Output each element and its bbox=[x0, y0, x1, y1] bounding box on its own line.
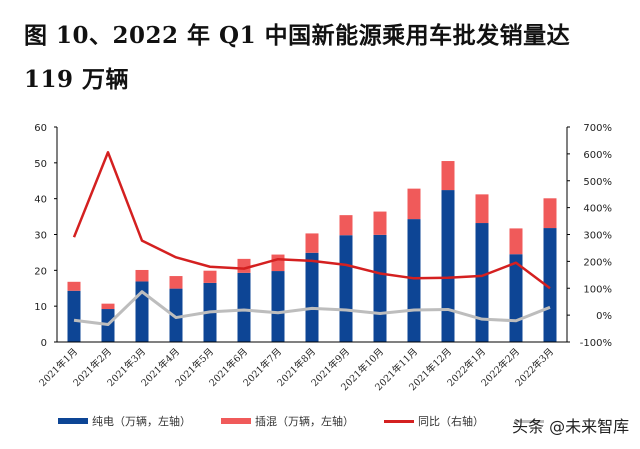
legend-label-bev: 纯电（万辆，左轴） bbox=[92, 415, 191, 428]
legend-swatch-bev bbox=[58, 418, 88, 424]
bar-phev bbox=[339, 215, 353, 236]
left-tick-label: 30 bbox=[34, 231, 47, 242]
legend-yoy: 同比（右轴） bbox=[384, 413, 484, 429]
bar-bev bbox=[237, 272, 251, 342]
legend-label-yoy: 同比（右轴） bbox=[418, 415, 484, 428]
bar-phev bbox=[373, 211, 387, 235]
bar-bev bbox=[271, 271, 285, 342]
bar-phev bbox=[305, 233, 319, 253]
left-tick-label: 10 bbox=[34, 302, 47, 313]
bar-phev bbox=[237, 258, 251, 273]
bar-bev bbox=[475, 223, 489, 342]
legend-swatch-gray bbox=[514, 419, 544, 423]
left-tick-label: 60 bbox=[34, 123, 47, 134]
bar-bev bbox=[305, 252, 319, 342]
left-tick-label: 0 bbox=[41, 338, 47, 349]
bar-phev bbox=[475, 194, 489, 224]
bar-phev bbox=[407, 188, 421, 220]
bar-phev bbox=[203, 270, 217, 283]
legend-label-phev: 插混（万辆，左轴） bbox=[255, 415, 354, 428]
left-tick-label: 40 bbox=[34, 195, 47, 206]
legend-swatch-phev bbox=[221, 418, 251, 424]
bar-bev bbox=[339, 235, 353, 342]
bar-bev bbox=[169, 288, 183, 342]
bar-bev bbox=[543, 228, 557, 342]
legend-gray bbox=[514, 419, 544, 423]
gray-line bbox=[73, 290, 551, 327]
right-tick-label: 700% bbox=[583, 123, 612, 134]
legend-phev: 插混（万辆，左轴） bbox=[221, 413, 354, 429]
yoy-line bbox=[72, 151, 551, 290]
chart-title: 图 10、2022 年 Q1 中国新能源乘用车批发销量达 119 万辆 bbox=[24, 22, 571, 93]
bar-phev bbox=[441, 161, 455, 191]
bar-bev bbox=[67, 290, 81, 342]
left-tick-label: 20 bbox=[34, 266, 47, 277]
bar-phev bbox=[67, 281, 81, 291]
bar-bev bbox=[441, 190, 455, 342]
legend-swatch-yoy bbox=[384, 419, 414, 423]
right-tick-label: 600% bbox=[583, 150, 612, 161]
right-tick-label: 300% bbox=[583, 231, 612, 242]
legend: 纯电（万辆，左轴） 插混（万辆，左轴） 同比（右轴） bbox=[58, 413, 544, 429]
right-tick-label: 100% bbox=[583, 284, 612, 295]
bar-bev bbox=[407, 219, 421, 342]
right-tick-label: 0% bbox=[596, 311, 612, 322]
right-tick-label: 200% bbox=[583, 257, 612, 268]
bar-phev bbox=[135, 269, 149, 282]
left-tick-label: 50 bbox=[34, 159, 47, 170]
bar-phev bbox=[101, 303, 115, 310]
legend-bev: 纯电（万辆，左轴） bbox=[58, 413, 191, 429]
watermark: 头条 @未来智库 bbox=[512, 417, 630, 436]
bar-phev bbox=[543, 198, 557, 229]
right-tick-label: 400% bbox=[583, 204, 612, 215]
bar-phev bbox=[509, 228, 523, 255]
bar-phev bbox=[169, 276, 183, 289]
bar-bev bbox=[373, 234, 387, 342]
bar-phev bbox=[271, 254, 285, 272]
right-tick-label: -100% bbox=[580, 338, 612, 349]
right-tick-label: 500% bbox=[583, 177, 612, 188]
